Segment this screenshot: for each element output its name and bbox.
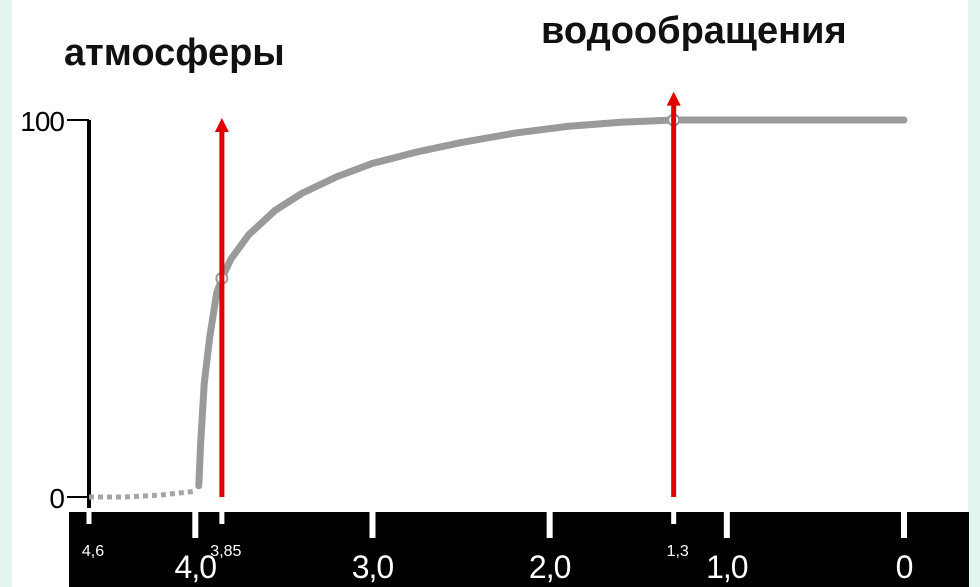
- x-tick-label-minor: 3,85: [210, 543, 241, 560]
- label-water-cycle: водообращения: [541, 10, 847, 52]
- x-tick-label-minor: 4,6: [82, 543, 104, 560]
- x-tick-mark-minor: [671, 508, 677, 524]
- x-tick-mark-minor: [86, 508, 92, 524]
- x-tick-label: 1,0: [706, 549, 748, 585]
- x-tick-label: 0: [896, 549, 913, 585]
- x-tick-label: 3,0: [352, 549, 394, 585]
- tick-group: 4,6 4,03,85 3,0 2,0 1,3 1,0 0: [82, 508, 914, 585]
- x-tick-label: 2,0: [529, 549, 571, 585]
- series-group: [89, 116, 908, 500]
- x-tick-mark: [723, 508, 730, 538]
- x-tick-mark: [901, 508, 907, 538]
- y-tick-label: 100: [20, 106, 64, 137]
- axis-group: 0 100: [20, 106, 91, 514]
- x-tick-mark-minor: [219, 508, 225, 524]
- x-tick-mark: [192, 508, 199, 538]
- x-tick-label: 4,0: [175, 549, 217, 585]
- red-arrow-head: [666, 91, 681, 106]
- x-axis-band: [69, 512, 969, 587]
- marker-group: [215, 113, 681, 285]
- red-arrow-head: [214, 118, 229, 132]
- curve-series-line: [195, 116, 908, 490]
- arrow-group: [214, 91, 681, 497]
- dotted-series-line: [89, 488, 196, 500]
- x-tick-mark: [369, 508, 376, 538]
- x-tick-mark: [546, 508, 553, 538]
- label-atmosphere: атмосферы: [64, 32, 285, 74]
- x-axis-band-group: [69, 512, 969, 587]
- x-tick-label-minor: 1,3: [667, 543, 689, 560]
- y-tick-label: 0: [49, 483, 64, 514]
